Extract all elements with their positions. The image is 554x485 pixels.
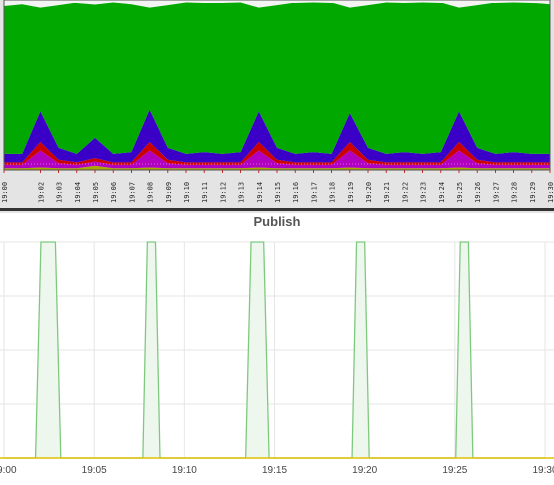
x-tick-label: 19:04 — [74, 182, 82, 203]
x-tick-label: 19:19 — [347, 182, 355, 203]
publish-area-fill — [4, 242, 545, 458]
x-tick-label: 19:03 — [56, 182, 64, 203]
top-notch-band — [4, 0, 550, 5]
publish-chart: 19:00 19:05 19:10 19:15 19:20 19:25 19:30 — [0, 241, 554, 476]
x-tick-label: 19:24 — [438, 182, 446, 203]
x-tick-label: 19:29 — [529, 182, 537, 203]
x-tick-label: 19:30 — [547, 182, 554, 203]
x-tick-label: 19:09 — [165, 182, 173, 203]
x-axis-labels: 19:00 19:05 19:10 19:15 19:20 19:25 19:30 — [0, 465, 554, 476]
x-axis-label: 19:00 — [0, 465, 17, 476]
x-tick-label: 19:11 — [201, 182, 209, 203]
x-tick-label: 19:14 — [256, 182, 264, 203]
x-axis-label: 19:10 — [172, 465, 197, 476]
x-axis-label: 19:20 — [352, 465, 377, 476]
x-tick-label: 19:21 — [383, 182, 391, 203]
x-axis-ticks: 19:00 19:02 19:03 19:04 19:05 19:06 19:07 19:08… — [1, 170, 554, 203]
area-series-green — [4, 1, 550, 154]
x-tick-label: 19:23 — [420, 182, 428, 203]
x-tick-label: 19:28 — [511, 182, 519, 203]
x-axis-label: 19:15 — [262, 465, 287, 476]
x-tick-label: 19:00 — [1, 182, 9, 203]
publish-series-line — [4, 241, 545, 459]
x-tick-label: 19:13 — [238, 182, 246, 203]
area-series-blue — [4, 109, 550, 163]
rrd-traffic-graph: 19:00 19:02 19:03 19:04 19:05 19:06 19:07 19:08… — [0, 0, 554, 213]
publish-chart-title: Publish — [253, 214, 301, 229]
x-tick-label: 19:06 — [110, 182, 118, 203]
x-tick-label: 19:10 — [183, 182, 191, 203]
x-tick-label: 19:02 — [37, 182, 45, 203]
x-tick-label: 19:18 — [329, 182, 337, 203]
x-axis-label: 19:30 — [532, 465, 554, 476]
x-tick-label: 19:27 — [492, 182, 500, 203]
x-tick-label: 19:25 — [456, 182, 464, 203]
area-series-magenta — [4, 150, 550, 169]
x-tick-label: 19:07 — [128, 182, 136, 203]
x-tick-label: 19:17 — [310, 182, 318, 203]
area-series-red — [4, 141, 550, 165]
rrd-traffic-chart: 19:00 19:02 19:03 19:04 19:05 19:06 19:07 19:08… — [0, 0, 554, 211]
x-tick-label: 19:05 — [92, 182, 100, 203]
x-tick-label: 19:26 — [474, 182, 482, 203]
panel-border — [0, 208, 554, 211]
x-tick-label: 19:08 — [147, 182, 155, 203]
x-tick-label: 19:16 — [292, 182, 300, 203]
x-tick-label: 19:22 — [401, 182, 409, 203]
area-series-olive — [4, 165, 550, 170]
x-axis-label: 19:25 — [442, 465, 467, 476]
x-axis-label: 19:05 — [82, 465, 107, 476]
x-tick-label: 19:20 — [365, 182, 373, 203]
x-tick-label: 19:12 — [219, 182, 227, 203]
x-tick-label: 19:15 — [274, 182, 282, 203]
